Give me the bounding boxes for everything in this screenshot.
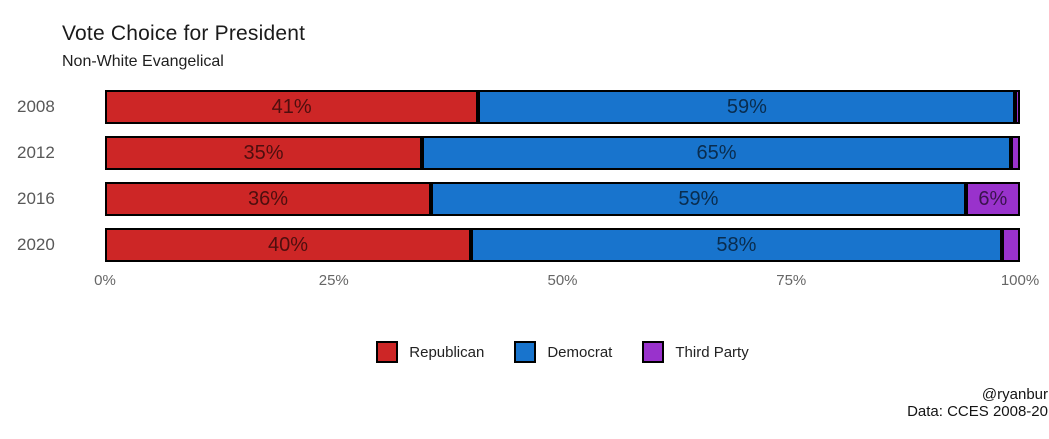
- x-tick-label: 50%: [547, 272, 578, 289]
- source-text: Data: CCES 2008-20: [907, 403, 1048, 420]
- category-label: 2016: [17, 189, 55, 208]
- legend-label: Third Party: [675, 343, 749, 361]
- bar-segment-democrat: 59%: [431, 182, 966, 216]
- x-tick-label: 0%: [94, 272, 116, 289]
- bar-value-label: 65%: [696, 141, 737, 164]
- legend: Republican Democrat Third Party: [105, 341, 1020, 363]
- chart-row: 2008 41% 59%: [0, 90, 1020, 124]
- legend-swatch: [376, 341, 399, 363]
- bar-value-label: 41%: [271, 95, 312, 118]
- chart-row: 2020 40% 58%: [0, 228, 1020, 262]
- legend-item-republican: Republican: [376, 341, 484, 363]
- legend-swatch: [642, 341, 665, 363]
- x-tick-label: 75%: [776, 272, 807, 289]
- category-label: 2012: [17, 143, 55, 162]
- legend-swatch: [514, 341, 537, 363]
- x-axis: 0% 25% 50% 75% 100%: [94, 272, 1039, 292]
- bar-value-label: 58%: [716, 233, 757, 256]
- stacked-bar: 41% 59%: [105, 90, 1020, 124]
- credit-text: @ryanbur: [981, 386, 1048, 403]
- chart-row: 2012 35% 65%: [0, 136, 1020, 170]
- title-block: Vote Choice for President Non-White Evan…: [62, 22, 305, 71]
- legend-item-democrat: Democrat: [514, 341, 612, 363]
- chart-row: 2016 36% 59% 6%: [0, 182, 1020, 216]
- bar-value-label: 40%: [267, 233, 309, 256]
- bar-value-label: 6%: [978, 187, 1008, 210]
- category-label: 2020: [17, 235, 55, 254]
- legend-label: Democrat: [547, 343, 613, 361]
- bar-segment-republican: 41%: [105, 90, 479, 124]
- bar-segment-third-party: [1010, 136, 1020, 170]
- legend-item-third-party: Third Party: [642, 341, 749, 363]
- footer: @ryanbur Data: CCES 2008-20: [907, 386, 1048, 420]
- bar-chart: 2008 41% 59% 2012 35% 65% 2016 36% 59% 6% 2020 40% 5…: [0, 90, 1020, 274]
- bar-value-label: 35%: [243, 141, 284, 164]
- bar-segment-democrat: 65%: [422, 136, 1011, 170]
- chart-title: Vote Choice for President: [62, 22, 306, 45]
- legend-label: Republican: [409, 343, 485, 361]
- x-tick-label: 100%: [1000, 272, 1040, 289]
- bar-value-label: 59%: [726, 95, 767, 118]
- stacked-bar: 40% 58%: [105, 228, 1020, 262]
- bar-segment-democrat: 58%: [471, 228, 1002, 262]
- bar-segment-third-party: [1015, 90, 1020, 124]
- bar-segment-republican: 40%: [105, 228, 471, 262]
- bar-segment-democrat: 59%: [478, 90, 1016, 124]
- stacked-bar: 35% 65%: [105, 136, 1020, 170]
- x-tick-label: 25%: [318, 272, 349, 289]
- bar-segment-third-party: 6%: [965, 182, 1020, 216]
- stacked-bar: 36% 59% 6%: [105, 182, 1020, 216]
- bar-segment-republican: 36%: [105, 182, 432, 216]
- bar-value-label: 36%: [248, 187, 289, 210]
- bar-segment-republican: 35%: [105, 136, 423, 170]
- bar-segment-third-party: [1001, 228, 1020, 262]
- bar-value-label: 59%: [678, 187, 719, 210]
- category-label: 2008: [17, 97, 55, 116]
- chart-subtitle: Non-White Evangelical: [62, 53, 224, 70]
